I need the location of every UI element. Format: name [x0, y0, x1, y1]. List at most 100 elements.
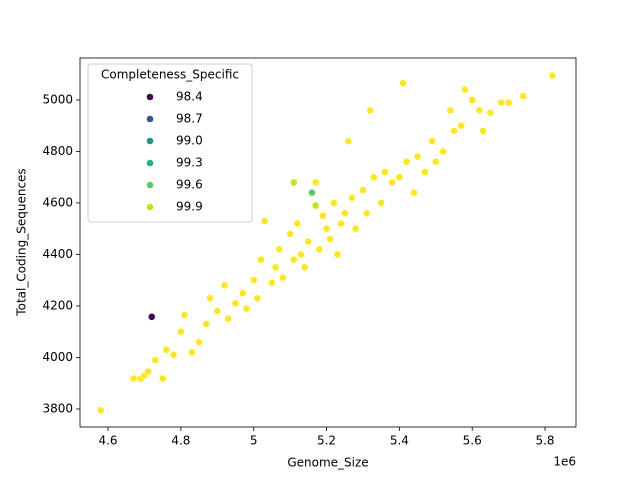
point [326, 235, 335, 243]
point [268, 278, 276, 287]
point [220, 281, 229, 290]
point [231, 299, 240, 308]
point [399, 79, 407, 88]
point [319, 211, 327, 220]
x-tick-label: 5.4 [390, 434, 409, 448]
point [293, 219, 302, 228]
point [475, 106, 484, 115]
point [308, 188, 316, 197]
point [289, 178, 298, 187]
legend-label: 99.6 [176, 178, 203, 192]
point [446, 106, 455, 115]
point [297, 250, 305, 259]
legend-marker [146, 137, 154, 145]
x-tick-label: 4.8 [171, 434, 190, 448]
point [176, 327, 185, 336]
x-axis-label: Genome_Size [287, 456, 368, 470]
point [322, 224, 331, 233]
plot-frame [79, 57, 577, 428]
y-tick-label: 4800 [42, 144, 73, 158]
x-tick-label: 5.8 [535, 434, 554, 448]
point [253, 294, 262, 303]
x-tick-label: 5 [250, 434, 258, 448]
point [144, 367, 152, 376]
point [548, 71, 557, 80]
point [278, 273, 287, 282]
point [329, 199, 338, 207]
point [151, 356, 160, 364]
point [410, 188, 418, 197]
point [428, 137, 437, 146]
point [300, 263, 309, 272]
legend-marker [146, 115, 154, 123]
point [224, 314, 233, 323]
point [162, 345, 171, 354]
legend-marker [146, 93, 154, 101]
point [486, 108, 495, 117]
x-tick-label: 5.2 [317, 434, 336, 448]
point [129, 374, 138, 383]
point [337, 219, 346, 228]
point [257, 255, 265, 264]
point [420, 168, 429, 176]
x-offset-text: 1e6 [553, 455, 576, 469]
point [187, 348, 196, 357]
y-tick-label: 3800 [42, 401, 73, 415]
point [359, 186, 367, 194]
point [366, 106, 375, 115]
y-axis-label: Total_Coding_Sequences [15, 168, 29, 316]
point [377, 199, 386, 207]
point [340, 209, 349, 218]
point [289, 255, 298, 264]
point [315, 245, 324, 254]
point [275, 245, 284, 254]
legend-label: 99.0 [176, 134, 203, 148]
y-tick-label: 5000 [42, 92, 73, 106]
point [311, 178, 320, 187]
point [333, 250, 342, 259]
legend-box [87, 63, 253, 223]
point [519, 92, 528, 101]
point [479, 126, 488, 135]
point [497, 98, 506, 107]
point [457, 121, 466, 130]
point [271, 263, 280, 272]
y-tick-label: 4200 [42, 298, 73, 312]
legend-marker [146, 203, 154, 211]
point [344, 137, 353, 146]
point [402, 157, 411, 166]
point [260, 217, 269, 225]
legend-label: 98.4 [176, 90, 203, 104]
point [439, 147, 447, 156]
x-tick-label: 4.6 [98, 434, 117, 448]
x-tick-label: 5.6 [463, 434, 482, 448]
point [311, 201, 320, 210]
point [96, 406, 105, 415]
point [450, 126, 458, 135]
y-tick-label: 4400 [42, 247, 73, 261]
legend-label: 99.9 [176, 200, 203, 214]
point [351, 224, 360, 233]
point [195, 338, 203, 346]
point [504, 98, 513, 107]
point [388, 178, 396, 187]
point [461, 85, 469, 94]
point [147, 312, 156, 321]
point [180, 311, 189, 319]
point [395, 173, 404, 182]
legend-label: 99.3 [176, 156, 203, 170]
point [169, 350, 178, 359]
y-tick-label: 4000 [42, 350, 73, 364]
point [348, 193, 356, 202]
point [238, 289, 247, 297]
point [380, 168, 389, 176]
point [202, 320, 211, 328]
legend-marker [146, 159, 154, 167]
point [362, 209, 371, 218]
point [431, 157, 440, 166]
point [249, 276, 258, 285]
point [206, 294, 214, 303]
point [468, 96, 477, 104]
legend-marker [146, 181, 154, 189]
